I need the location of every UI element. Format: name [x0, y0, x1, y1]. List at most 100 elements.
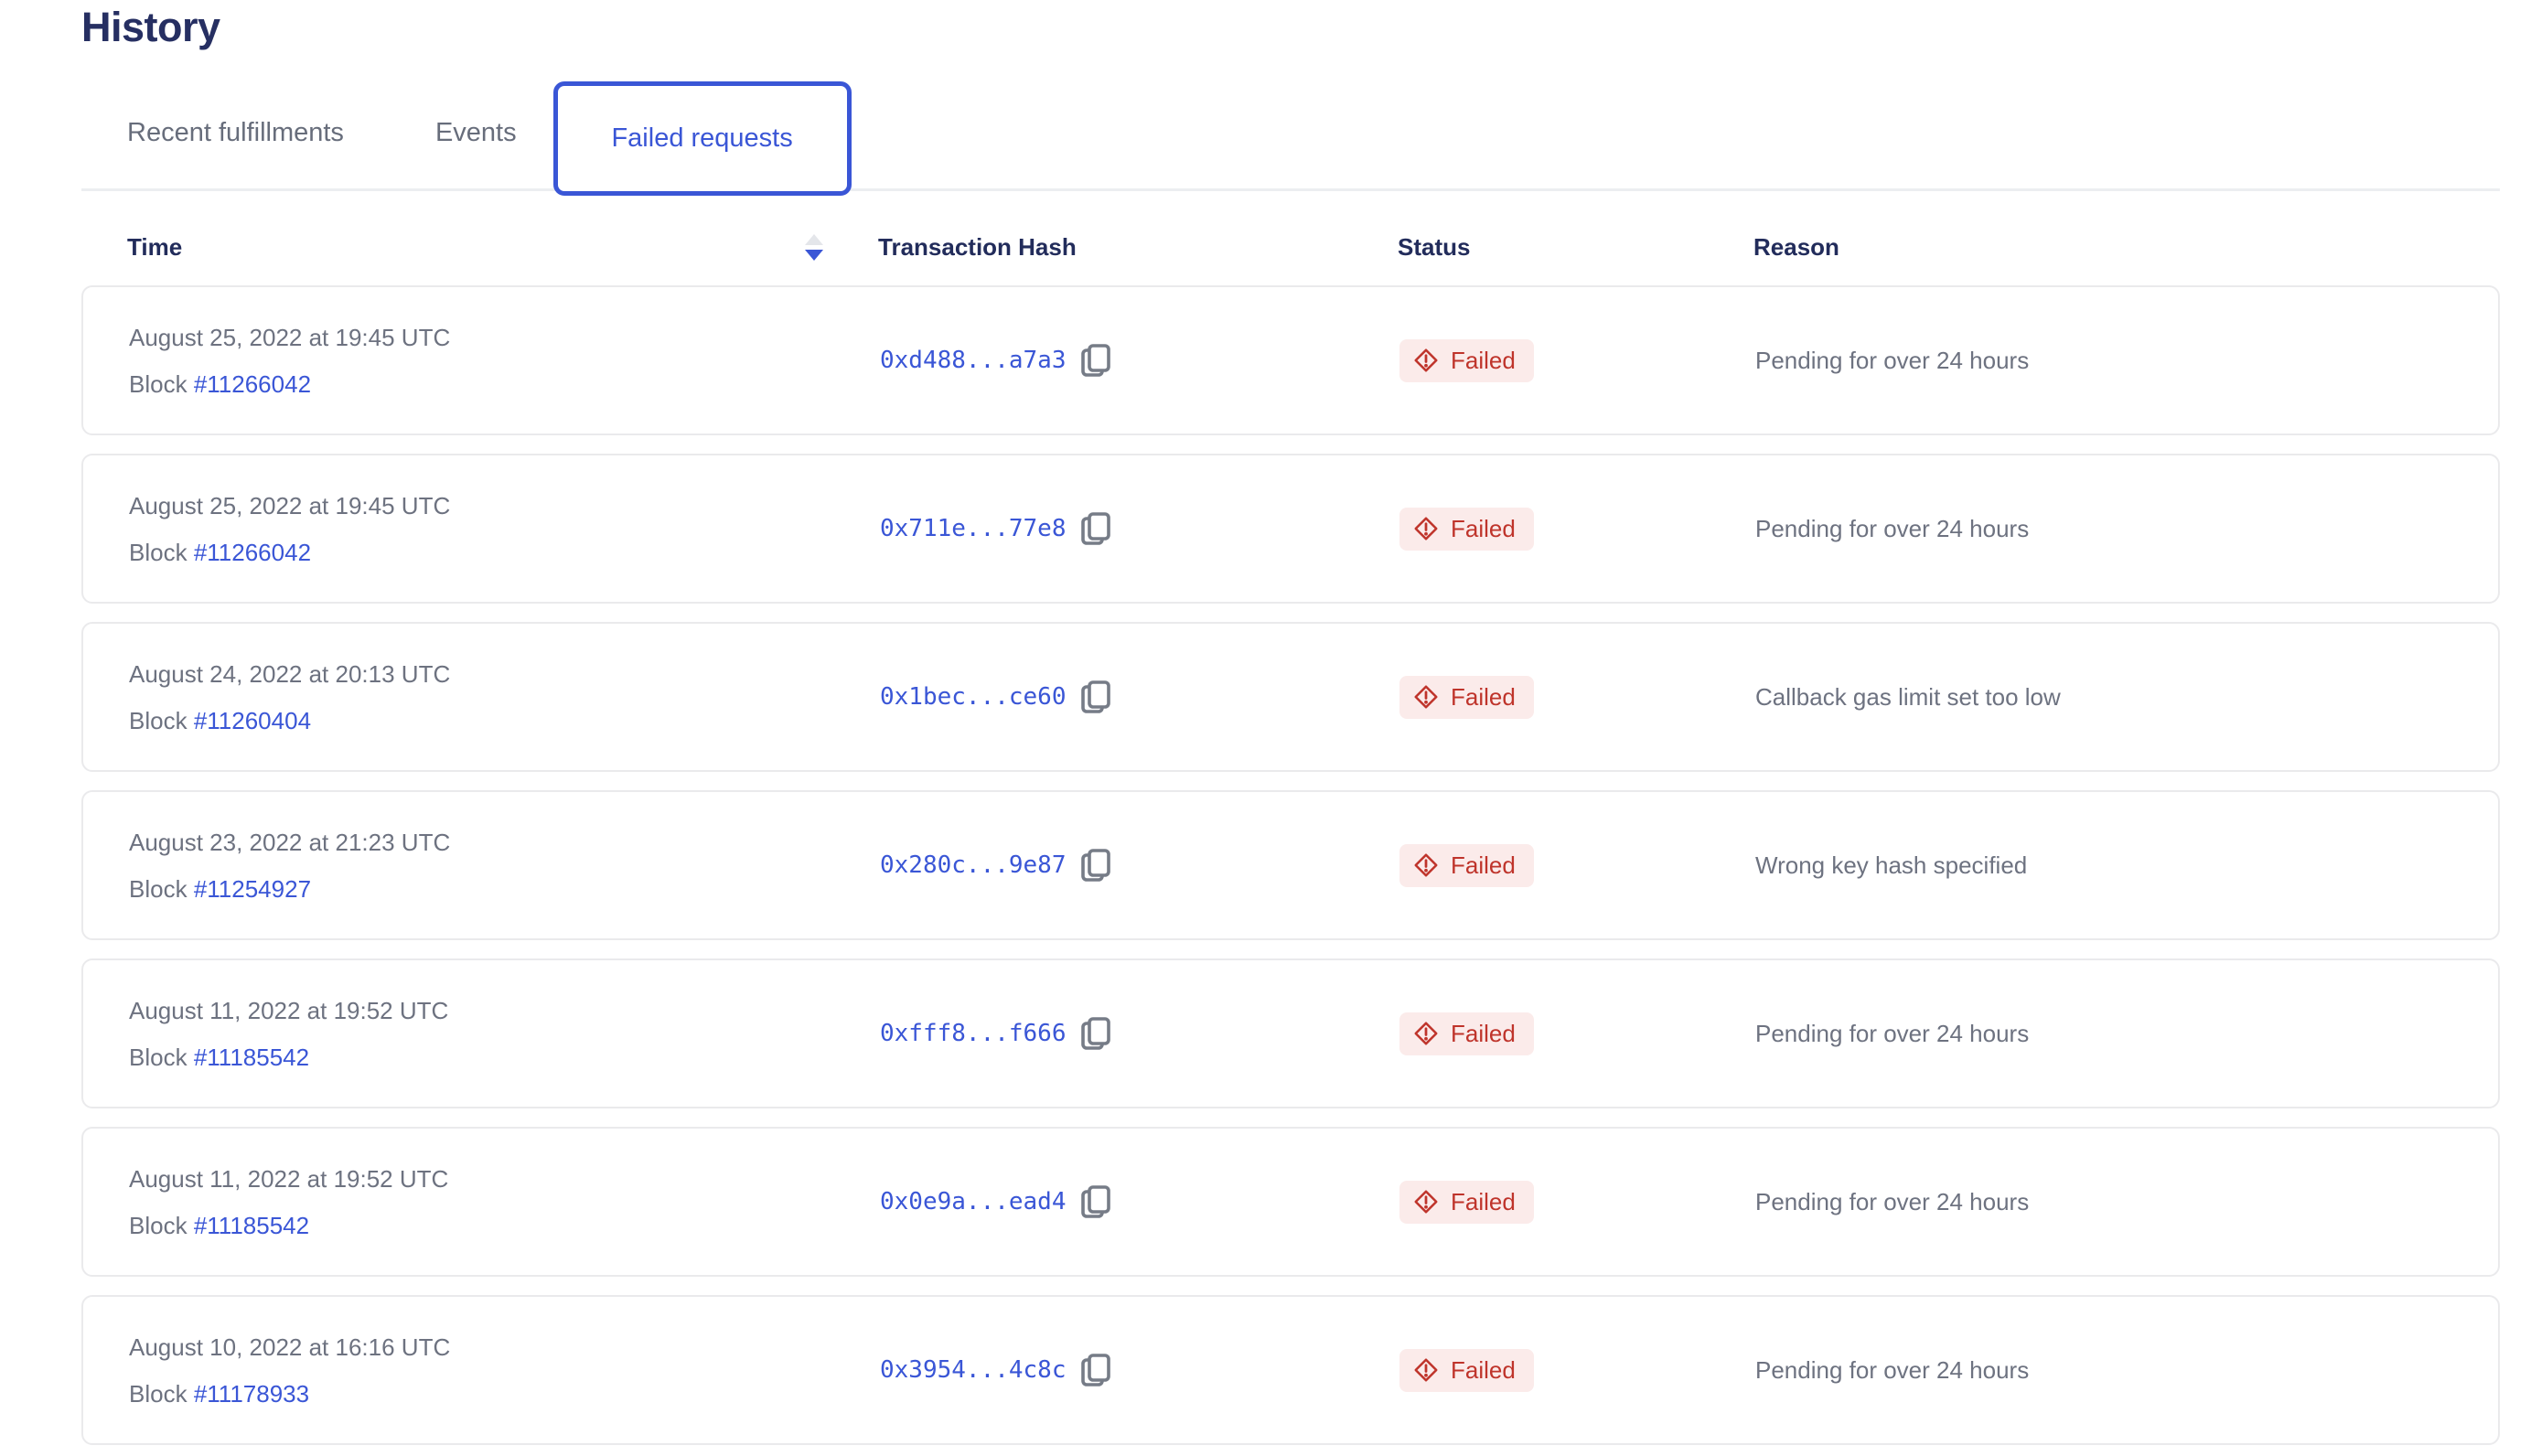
copy-hash-button[interactable]: [1080, 343, 1110, 378]
block-line: Block #11260404: [129, 707, 834, 734]
block-prefix: Block: [129, 1043, 188, 1071]
block-link[interactable]: #11260404: [193, 706, 312, 734]
time-cell: August 23, 2022 at 21:23 UTC Block #1125…: [83, 829, 834, 903]
history-tabs: Recent fulfillments Events Failed reques…: [81, 77, 2500, 196]
copy-hash-button[interactable]: [1080, 1353, 1110, 1387]
copy-hash-button[interactable]: [1080, 848, 1110, 883]
column-header-transaction-hash: Transaction Hash: [878, 233, 1077, 261]
copy-hash-button[interactable]: [1080, 680, 1110, 714]
tab-events[interactable]: Events: [434, 117, 517, 147]
hash-cell: 0x711e...77e8: [834, 511, 1354, 546]
block-prefix: Block: [129, 369, 188, 398]
block-line: Block #11266042: [129, 370, 834, 398]
copy-icon: [1080, 512, 1110, 545]
copy-icon: [1080, 849, 1110, 882]
status-badge: Failed: [1399, 675, 1534, 719]
row-timestamp: August 24, 2022 at 20:13 UTC: [129, 659, 451, 688]
table-row: August 11, 2022 at 19:52 UTC Block #1118…: [81, 1127, 2500, 1277]
row-timestamp: August 11, 2022 at 19:52 UTC: [129, 1164, 449, 1193]
time-cell: August 25, 2022 at 19:45 UTC Block #1126…: [83, 324, 834, 398]
transaction-hash-link[interactable]: 0x3954...4c8c: [880, 1356, 1067, 1384]
time-cell: August 10, 2022 at 16:16 UTC Block #1117…: [83, 1333, 834, 1408]
block-line: Block #11266042: [129, 539, 834, 566]
status-cell: Failed: [1354, 675, 1710, 719]
copy-icon: [1080, 344, 1110, 377]
transaction-hash-link[interactable]: 0xfff8...f666: [880, 1020, 1067, 1047]
table-header-row: Time Transaction Hash Status Reason: [81, 233, 2500, 262]
transaction-hash-link[interactable]: 0x280c...9e87: [880, 851, 1067, 879]
transaction-hash-link[interactable]: 0x0e9a...ead4: [880, 1188, 1067, 1215]
copy-icon: [1080, 1354, 1110, 1386]
status-badge: Failed: [1399, 1348, 1534, 1392]
block-line: Block #11185542: [129, 1212, 834, 1239]
block-link[interactable]: #11178933: [193, 1379, 310, 1408]
status-badge: Failed: [1399, 1180, 1534, 1224]
status-badge-label: Failed: [1451, 851, 1516, 879]
page-title: History: [81, 4, 220, 50]
status-badge: Failed: [1399, 1012, 1534, 1055]
column-header-reason: Reason: [1753, 233, 1839, 261]
reason-cell: Pending for over 24 hours: [1755, 1019, 2030, 1047]
reason-cell: Pending for over 24 hours: [1755, 1187, 2030, 1215]
alert-diamond-icon: [1414, 1022, 1438, 1045]
row-timestamp: August 25, 2022 at 19:45 UTC: [129, 323, 451, 351]
transaction-hash-link[interactable]: 0x711e...77e8: [880, 515, 1067, 542]
status-cell: Failed: [1354, 507, 1710, 551]
hash-cell: 0x3954...4c8c: [834, 1353, 1354, 1387]
sort-descending-icon: [805, 250, 823, 261]
status-badge-label: Failed: [1451, 514, 1516, 542]
copy-hash-button[interactable]: [1080, 511, 1110, 546]
block-line: Block #11185542: [129, 1044, 834, 1071]
status-badge: Failed: [1399, 338, 1534, 382]
block-line: Block #11178933: [129, 1380, 834, 1408]
block-prefix: Block: [129, 1379, 188, 1408]
block-link[interactable]: #11266042: [193, 369, 312, 398]
row-timestamp: August 25, 2022 at 19:45 UTC: [129, 491, 451, 519]
row-timestamp: August 11, 2022 at 19:52 UTC: [129, 996, 449, 1024]
table-row: August 25, 2022 at 19:45 UTC Block #1126…: [81, 285, 2500, 435]
copy-hash-button[interactable]: [1080, 1016, 1110, 1051]
hash-cell: 0xfff8...f666: [834, 1016, 1354, 1051]
tab-failed-requests[interactable]: Failed requests: [552, 80, 852, 196]
copy-icon: [1080, 1017, 1110, 1050]
column-header-time-label: Time: [127, 233, 183, 261]
column-header-status: Status: [1398, 233, 1471, 261]
reason-cell: Pending for over 24 hours: [1755, 346, 2030, 374]
status-cell: Failed: [1354, 1012, 1710, 1055]
status-badge-label: Failed: [1451, 682, 1516, 711]
table-row: August 24, 2022 at 20:13 UTC Block #1126…: [81, 622, 2500, 772]
block-link[interactable]: #11185542: [193, 1043, 310, 1071]
transaction-hash-link[interactable]: 0xd488...a7a3: [880, 347, 1067, 374]
sort-arrows-icon[interactable]: [805, 234, 823, 261]
time-cell: August 25, 2022 at 19:45 UTC Block #1126…: [83, 492, 834, 566]
status-cell: Failed: [1354, 843, 1710, 887]
time-cell: August 11, 2022 at 19:52 UTC Block #1118…: [83, 1165, 834, 1239]
status-badge-label: Failed: [1451, 1355, 1516, 1384]
tab-recent-fulfillments[interactable]: Recent fulfillments: [127, 117, 344, 147]
copy-icon: [1080, 1185, 1110, 1218]
status-badge-label: Failed: [1451, 346, 1516, 374]
status-cell: Failed: [1354, 338, 1710, 382]
alert-diamond-icon: [1414, 685, 1438, 709]
alert-diamond-icon: [1414, 853, 1438, 877]
hash-cell: 0x1bec...ce60: [834, 680, 1354, 714]
status-badge: Failed: [1399, 843, 1534, 887]
block-link[interactable]: #11266042: [193, 538, 312, 566]
hash-cell: 0x0e9a...ead4: [834, 1184, 1354, 1219]
block-prefix: Block: [129, 1211, 188, 1239]
block-link[interactable]: #11254927: [193, 874, 312, 903]
row-timestamp: August 10, 2022 at 16:16 UTC: [129, 1333, 451, 1361]
tab-failed-requests-label: Failed requests: [611, 123, 793, 153]
copy-icon: [1080, 680, 1110, 713]
copy-hash-button[interactable]: [1080, 1184, 1110, 1219]
time-cell: August 11, 2022 at 19:52 UTC Block #1118…: [83, 997, 834, 1071]
transaction-hash-link[interactable]: 0x1bec...ce60: [880, 683, 1067, 711]
block-line: Block #11254927: [129, 875, 834, 903]
alert-diamond-icon: [1414, 348, 1438, 372]
table-row: August 10, 2022 at 16:16 UTC Block #1117…: [81, 1295, 2500, 1445]
sort-ascending-icon: [805, 234, 823, 245]
column-header-time[interactable]: Time: [81, 233, 832, 262]
block-link[interactable]: #11185542: [193, 1211, 310, 1239]
table-row: August 25, 2022 at 19:45 UTC Block #1126…: [81, 454, 2500, 604]
block-prefix: Block: [129, 538, 188, 566]
